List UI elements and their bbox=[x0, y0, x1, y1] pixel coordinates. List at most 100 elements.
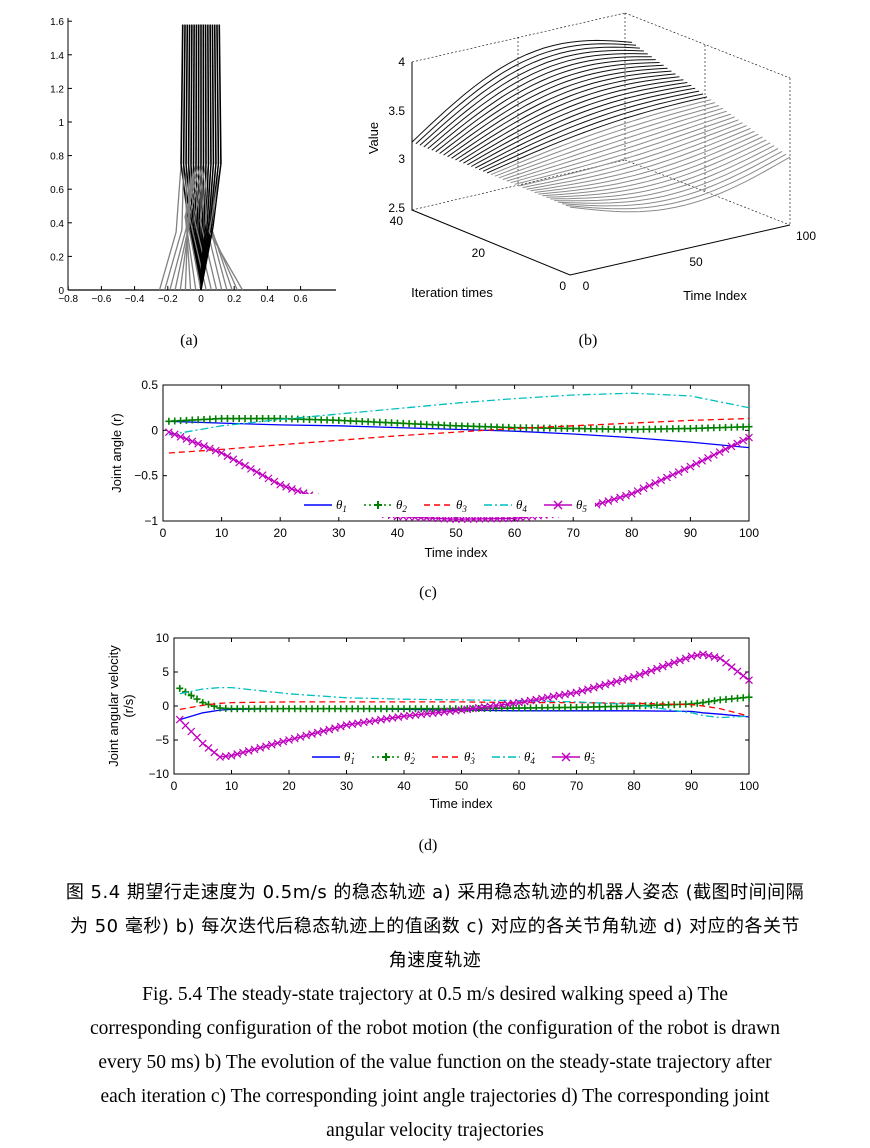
series-marker-x bbox=[195, 440, 202, 447]
series-marker-x bbox=[631, 673, 638, 680]
iteration-tick: 20 bbox=[472, 246, 486, 260]
series-marker-x bbox=[734, 668, 741, 675]
panel-d-ylabel-line2: (r/s) bbox=[121, 694, 136, 717]
time-tick: 50 bbox=[689, 255, 703, 269]
torso bbox=[215, 25, 216, 164]
series-marker-x bbox=[212, 447, 219, 454]
x-tick-label: 40 bbox=[391, 526, 405, 540]
x-tick-label: 50 bbox=[455, 779, 469, 793]
torso bbox=[181, 25, 183, 164]
panel-a-label: (a) bbox=[180, 332, 198, 349]
z-tick: 3.5 bbox=[388, 104, 405, 118]
series-marker-plus bbox=[746, 694, 753, 701]
series-marker-x bbox=[283, 483, 290, 490]
torso bbox=[210, 25, 211, 164]
x-tick-label: 60 bbox=[508, 526, 522, 540]
value-function-curves bbox=[412, 40, 790, 211]
x-tick-label: 60 bbox=[512, 779, 526, 793]
value-curve bbox=[467, 83, 687, 165]
caption-en-line: each iteration c) The corresponding join… bbox=[8, 1080, 862, 1114]
time-tick: 0 bbox=[583, 279, 590, 293]
panel-d-label: (d) bbox=[419, 837, 438, 854]
series-marker-x bbox=[740, 672, 747, 679]
series-marker-x bbox=[177, 433, 184, 440]
y-tick-label: 0.5 bbox=[141, 378, 158, 392]
series-marker-x bbox=[189, 438, 196, 445]
y-tick-label: 1.2 bbox=[50, 84, 64, 95]
x-tick-label: 100 bbox=[739, 526, 759, 540]
torso bbox=[217, 25, 218, 164]
value-curve bbox=[503, 108, 723, 179]
time-tick: 100 bbox=[796, 229, 816, 243]
panel-b-z-label: Value bbox=[366, 122, 381, 154]
panel-a: 00.20.40.60.811.21.41.6 −0.8−0.6−0.4−0.2… bbox=[50, 17, 336, 349]
series-marker-plus bbox=[188, 692, 195, 699]
caption-zh-line: 图 5.4 期望行走速度为 0.5m/s 的稳态轨迹 a) 采用稳态轨迹的机器人… bbox=[8, 876, 862, 910]
series-marker-x bbox=[205, 744, 212, 751]
series-marker-plus bbox=[194, 696, 201, 703]
caption-en-line: Fig. 5.4 The steady-state trajectory at … bbox=[8, 978, 862, 1012]
x-tick-label: 90 bbox=[685, 779, 699, 793]
z-tick: 2.5 bbox=[388, 201, 405, 215]
x-tick-label: 30 bbox=[340, 779, 354, 793]
series-marker-plus bbox=[705, 698, 712, 705]
figure-canvas: 00.20.40.60.811.21.41.6 −0.8−0.6−0.4−0.2… bbox=[0, 0, 870, 870]
series-marker-x bbox=[211, 749, 218, 756]
series-marker-plus bbox=[746, 423, 753, 430]
series-marker-x bbox=[599, 499, 606, 506]
series-marker-x bbox=[659, 663, 666, 670]
torso bbox=[191, 25, 192, 164]
series-marker-x bbox=[665, 661, 672, 668]
value-curve bbox=[424, 50, 644, 147]
y-tick-label: 0.4 bbox=[50, 219, 64, 230]
y-tick-label: 0.8 bbox=[50, 152, 64, 163]
series-marker-plus bbox=[176, 685, 183, 692]
series-marker-x bbox=[288, 485, 295, 492]
x-tick-label: −0.6 bbox=[92, 294, 112, 305]
x-tick-label: 80 bbox=[627, 779, 641, 793]
panel-b: 4 3.5 3 2.5 Value 40 20 0 Iteration time… bbox=[366, 13, 816, 349]
series-marker-x bbox=[677, 657, 684, 664]
x-tick-label: 20 bbox=[274, 526, 288, 540]
x-tick-label: 40 bbox=[397, 779, 411, 793]
x-tick-label: 70 bbox=[567, 526, 581, 540]
series-marker-x bbox=[611, 496, 618, 503]
caption-en-line: angular velocity trajectories bbox=[8, 1114, 862, 1148]
iteration-tick: 40 bbox=[390, 214, 404, 228]
x-tick-label: −0.4 bbox=[125, 294, 145, 305]
y-tick-label: 0.6 bbox=[50, 185, 64, 196]
x-tick-label: 0.2 bbox=[227, 294, 241, 305]
series-marker-x bbox=[728, 664, 735, 671]
series-marker-x bbox=[199, 740, 206, 747]
series-marker-x bbox=[294, 487, 301, 494]
series-marker-x bbox=[723, 659, 730, 666]
panel-c-label: (c) bbox=[419, 584, 437, 601]
series-marker-x bbox=[183, 436, 190, 443]
series-marker-x bbox=[642, 669, 649, 676]
panel-d-xlabel: Time index bbox=[429, 796, 493, 811]
panel-b-label: (b) bbox=[579, 332, 598, 349]
y-tick-label: 0 bbox=[151, 423, 158, 437]
panel-b-time-ticks: 0 50 100 bbox=[583, 229, 817, 293]
y-tick-label: −1 bbox=[144, 514, 158, 528]
torso bbox=[194, 25, 195, 164]
torso bbox=[208, 25, 209, 164]
z-tick: 4 bbox=[398, 55, 405, 69]
x-tick-label: 0 bbox=[171, 779, 178, 793]
x-tick-label: 20 bbox=[282, 779, 296, 793]
panel-b-y-label: Time Index bbox=[683, 288, 747, 303]
panel-a-y-ticks: 00.20.40.60.811.21.41.6 bbox=[50, 17, 72, 297]
series-marker-x bbox=[605, 498, 612, 505]
series-marker-x bbox=[617, 494, 624, 501]
y-tick-label: 1.6 bbox=[50, 17, 64, 28]
x-tick-label: 70 bbox=[570, 779, 584, 793]
robot-legs bbox=[160, 25, 243, 290]
x-tick-label: 0.4 bbox=[260, 294, 274, 305]
series-marker-x bbox=[682, 655, 689, 662]
x-tick-label: 10 bbox=[225, 779, 239, 793]
caption-zh-line: 为 50 毫秒) b) 每次迭代后稳态轨迹上的值函数 c) 对应的各关节角轨迹 … bbox=[8, 910, 862, 944]
panel-b-x-label: Iteration times bbox=[411, 285, 493, 300]
